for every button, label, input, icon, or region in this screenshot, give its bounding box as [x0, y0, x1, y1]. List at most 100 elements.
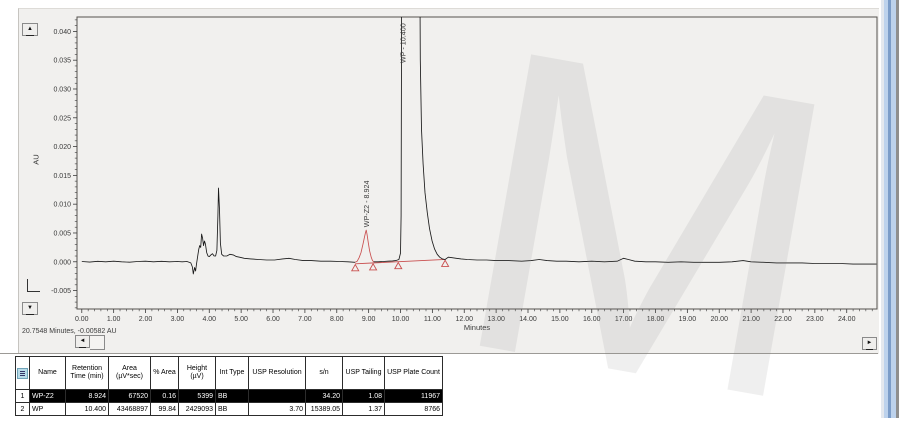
table-cell[interactable]: 10.400 [65, 402, 109, 416]
column-header: Retention Time (min) [65, 356, 109, 390]
column-header: USP Resolution [248, 356, 306, 390]
column-header: Height (µV) [178, 356, 216, 390]
table-corner-cell[interactable] [15, 356, 30, 390]
table-cell[interactable]: 15389.05 [305, 402, 343, 416]
peaks-table: Name Retention Time (min) Area (µV*sec)% A… [15, 356, 443, 416]
x-axis-title: Minutes [464, 323, 491, 332]
table-cell[interactable]: BB [215, 402, 249, 416]
y-tick-label: 0.005 [53, 230, 71, 237]
x-tick-label: 12.00 [455, 316, 473, 323]
row-number-cell[interactable]: 1 [15, 389, 30, 403]
integration-baseline [355, 259, 446, 265]
x-tick-label: 4.00 [202, 316, 216, 323]
table-cell[interactable]: 2429093 [178, 402, 216, 416]
x-tick-label: 10.00 [392, 316, 410, 323]
plot-border [76, 16, 878, 310]
table-cell[interactable]: BB [215, 389, 249, 403]
y-tick-label: 0.035 [53, 58, 71, 65]
chromatogram-trace-before-peaks [81, 187, 356, 275]
column-header: % Area [150, 356, 179, 390]
peaks-table-body: 1 WP-Z2 8.924 67520 0.16 5399 BB 34.20 1.08 11967… [15, 389, 443, 416]
table-corner-icon [17, 367, 28, 379]
peak-label: WP - 10.400 [398, 23, 407, 63]
x-tick-label: 20.00 [710, 316, 728, 323]
x-tick-label: 2.00 [139, 316, 153, 323]
x-tick-label: 16.00 [583, 316, 601, 323]
x-tick-label: 3.00 [171, 316, 185, 323]
x-tick-label: 11.00 [424, 316, 441, 323]
baseline-marker-icon [368, 262, 378, 271]
table-cell[interactable]: 3.70 [248, 402, 306, 416]
x-tick-label: 17.00 [615, 316, 633, 323]
baseline-marker-icon [440, 259, 450, 267]
table-cell[interactable]: 8.924 [65, 389, 109, 403]
y-scroll-up-button[interactable]: ▲ [22, 23, 38, 36]
x-tick-label: 13.00 [487, 316, 505, 323]
column-header: s/n [305, 356, 343, 390]
y-tick-label: -0.005 [51, 288, 71, 295]
table-cell[interactable]: 67520 [108, 389, 151, 403]
baseline-marker-icon [350, 263, 360, 272]
cursor-position-readout: 20.7548 Minutes, -0.00582 AU [22, 328, 117, 335]
table-cell[interactable]: 1.08 [342, 389, 385, 403]
row-number-cell[interactable]: 2 [15, 402, 30, 416]
x-scroll-right-button[interactable]: ► [862, 337, 877, 350]
x-tick-label: 24.00 [838, 316, 856, 323]
column-header: USP Tailing [342, 356, 385, 390]
table-row[interactable]: 2 WP 10.400 43468897 99.84 2429093 BB 3.70 15389… [15, 402, 443, 416]
x-tick-label: 9.00 [362, 316, 376, 323]
x-tick-label: 21.00 [742, 316, 760, 323]
table-cell[interactable]: 43468897 [108, 402, 151, 416]
y-tick-label: 0.015 [53, 173, 71, 180]
peak-label: WP-Z2 - 8.924 [362, 180, 371, 227]
x-tick-label: 22.00 [774, 316, 792, 323]
table-cell[interactable]: 1.37 [342, 402, 385, 416]
x-tick-label: 7.00 [298, 316, 312, 323]
y-tick-label: 0.000 [53, 259, 71, 266]
column-header: Name [29, 356, 66, 390]
x-scroll-left-button[interactable]: ◄ [75, 335, 90, 348]
right-arrow-icon: ► [865, 338, 874, 350]
table-cell[interactable]: 5399 [178, 389, 216, 403]
chromatogram-peak-WP-Z2 [354, 229, 375, 263]
x-tick-label: 0.00 [75, 316, 89, 323]
table-cell[interactable]: WP [29, 402, 66, 416]
x-tick-label: 18.00 [647, 316, 665, 323]
down-arrow-icon: ▼ [26, 303, 34, 315]
table-cell[interactable]: 0.16 [150, 389, 179, 403]
table-cell[interactable]: 34.20 [305, 389, 343, 403]
column-header: Area (µV*sec) [108, 356, 151, 390]
x-tick-label: 14.00 [519, 316, 537, 323]
x-scroll-thumb[interactable] [90, 335, 105, 350]
column-header: USP Plate Count [384, 356, 443, 390]
y-axis-title: AU [31, 154, 41, 165]
chromatogram-pane: 0.00 1.00 2.00 3.00 4.00 5.00 6.00 7.00 8.00 9.00… [18, 8, 879, 354]
table-cell[interactable]: 99.84 [150, 402, 179, 416]
y-tick-label: 0.040 [53, 29, 71, 36]
chromatogram-plot[interactable]: 0.00 1.00 2.00 3.00 4.00 5.00 6.00 7.00 8.00 9.00… [19, 9, 879, 354]
table-cell[interactable] [248, 389, 306, 403]
full-scale-icon[interactable] [27, 279, 40, 292]
y-tick-label: 0.025 [53, 115, 71, 122]
x-tick-label: 8.00 [330, 316, 344, 323]
table-cell[interactable]: 8766 [384, 402, 443, 416]
column-header: Int Type [215, 356, 249, 390]
x-tick-label: 15.00 [551, 316, 569, 323]
peaks-table-header-row: Name Retention Time (min) Area (µV*sec)% A… [15, 356, 443, 390]
table-cell[interactable]: 11967 [384, 389, 443, 403]
y-scroll-down-button[interactable]: ▼ [22, 302, 38, 315]
left-arrow-icon: ◄ [78, 336, 87, 348]
baseline-marker-icon [394, 261, 403, 270]
table-row[interactable]: 1 WP-Z2 8.924 67520 0.16 5399 BB 34.20 1.08 11967 [15, 389, 443, 403]
y-tick-label: 0.010 [53, 202, 71, 209]
y-tick-label: 0.030 [53, 86, 71, 93]
chromatogram-trace-after-WP-Z2 [373, 17, 877, 265]
x-tick-label: 6.00 [266, 316, 280, 323]
pane-separator [0, 353, 878, 354]
up-arrow-icon: ▲ [26, 24, 34, 36]
y-tick-label: 0.020 [53, 144, 71, 151]
table-cell[interactable]: WP-Z2 [29, 389, 66, 403]
x-tick-label: 19.00 [679, 316, 697, 323]
right-window-edge [881, 0, 899, 418]
